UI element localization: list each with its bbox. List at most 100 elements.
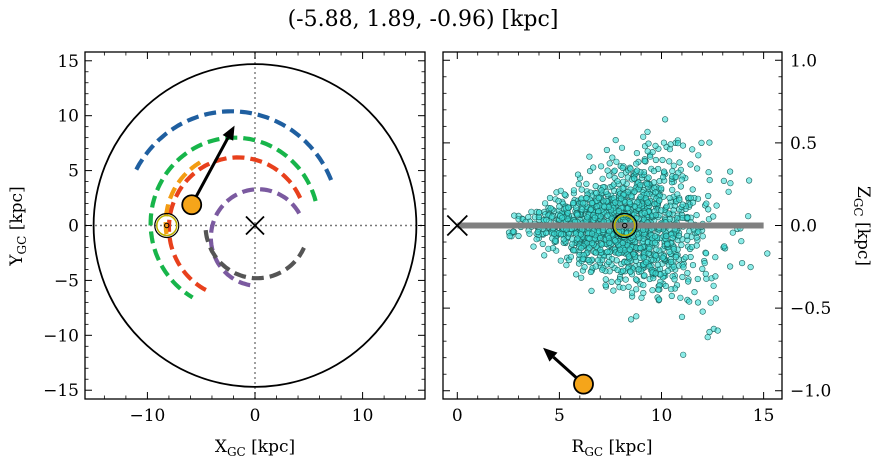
star-point	[592, 249, 600, 256]
star-point	[672, 253, 680, 261]
star-point	[677, 183, 685, 190]
sun-outer-ring	[154, 212, 180, 239]
star-point	[541, 200, 549, 207]
star-point	[587, 206, 595, 213]
star-point	[660, 139, 668, 146]
galactic-center-marker	[245, 215, 265, 236]
star-point	[703, 275, 710, 282]
star-point	[611, 167, 618, 174]
star-point	[547, 205, 554, 212]
star-point	[647, 153, 654, 160]
star-point	[714, 327, 721, 334]
star-point	[706, 177, 713, 184]
star-point	[641, 157, 648, 164]
star-point	[584, 214, 591, 221]
star-point	[713, 202, 720, 209]
star-point	[604, 212, 611, 219]
star-point	[631, 203, 639, 210]
sun-ring	[614, 214, 636, 237]
star-point	[651, 200, 658, 207]
star-point	[593, 190, 600, 197]
star-point	[652, 252, 659, 259]
star-point	[614, 266, 621, 274]
right-ytick-label: 1.0	[790, 51, 817, 71]
star-point	[747, 264, 754, 271]
star-point	[592, 263, 599, 270]
star-point	[604, 248, 611, 255]
star-point	[585, 257, 592, 264]
right-ytick-label: −1.0	[790, 382, 831, 402]
star-point	[725, 188, 732, 195]
spiral-arm-0	[134, 109, 334, 181]
star-point	[606, 239, 613, 246]
star-point	[568, 241, 576, 248]
star-point	[677, 294, 684, 301]
left-ytick-label: 5	[68, 162, 79, 182]
star-point	[652, 142, 659, 149]
star-point	[653, 246, 660, 253]
star-point	[705, 192, 712, 200]
star-point	[618, 171, 625, 178]
star-point	[612, 199, 619, 206]
star-point	[684, 214, 691, 221]
star-point	[689, 186, 696, 193]
spiral-arm-4	[163, 160, 202, 236]
star-point	[601, 203, 608, 210]
star-point	[637, 193, 644, 200]
star-point	[546, 194, 554, 202]
star-point	[663, 232, 670, 240]
left-ytick-label: −5	[54, 271, 79, 291]
star-point	[614, 178, 621, 185]
star-point	[691, 289, 698, 296]
velocity-arrow-shaft	[190, 137, 230, 206]
star-point	[640, 133, 647, 140]
star-point	[680, 264, 687, 271]
star-point	[668, 286, 675, 293]
star-point	[656, 197, 663, 204]
star-point	[604, 167, 611, 174]
star-point	[652, 189, 659, 196]
star-point	[590, 164, 597, 171]
star-point	[565, 204, 572, 211]
star-point	[592, 183, 599, 190]
star-point	[712, 295, 720, 302]
star-point	[659, 156, 666, 164]
star-point	[643, 259, 650, 266]
star-point	[515, 232, 522, 240]
right-xtick-label: 0	[452, 406, 463, 426]
sun-dot	[164, 222, 170, 229]
star-point	[614, 278, 622, 286]
star-point	[666, 146, 674, 153]
star-point	[509, 228, 517, 235]
star-cloud	[505, 116, 771, 358]
star-point	[605, 258, 612, 266]
star-point	[701, 260, 708, 267]
star-point	[670, 162, 677, 169]
star-point	[678, 176, 685, 183]
right-xtick-label: 5	[554, 406, 565, 426]
left-xlabel: XGC [kpc]	[215, 437, 295, 459]
star-point	[598, 241, 605, 248]
left-xtick-label: 10	[352, 406, 374, 426]
star-point	[572, 271, 580, 278]
object-marker	[181, 194, 203, 216]
object-marker	[573, 373, 594, 395]
star-point	[631, 175, 638, 182]
star-point	[574, 235, 581, 242]
figure-title: (-5.88, 1.89, -0.96) [kpc]	[288, 7, 559, 32]
star-point	[557, 257, 564, 264]
star-point	[654, 261, 662, 269]
star-point	[578, 274, 585, 281]
star-point	[626, 246, 633, 253]
star-point	[543, 216, 550, 224]
star-point	[674, 140, 682, 147]
star-point	[705, 206, 712, 213]
star-point	[665, 210, 672, 217]
star-point	[610, 287, 617, 294]
star-point	[666, 158, 673, 165]
star-point	[557, 187, 564, 194]
star-point	[745, 213, 752, 220]
star-point	[658, 185, 665, 192]
star-point	[669, 168, 676, 175]
